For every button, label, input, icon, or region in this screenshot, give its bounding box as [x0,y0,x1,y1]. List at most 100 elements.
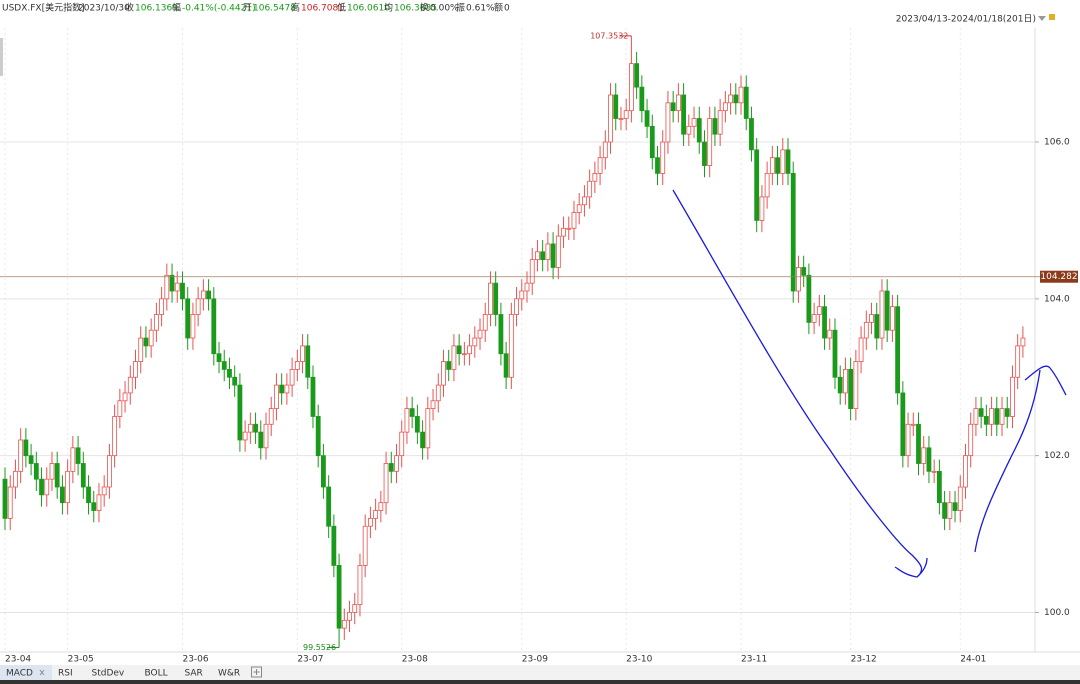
candle-body [122,392,128,402]
range-icon[interactable] [1049,14,1055,20]
tab[interactable]: RSI [58,669,73,679]
candle-body [545,243,551,261]
candle-body [634,63,640,88]
candle-layer [2,35,1026,648]
field-label: 高 [291,2,300,14]
candle-body [341,619,347,629]
field-label: 幅 [172,2,181,14]
candle-body [33,463,39,480]
candle-body [394,455,399,472]
tab-close[interactable] [39,669,45,676]
candle-body [931,470,937,473]
candle-body [451,345,457,370]
y-tick-label: 102.0 [1044,451,1070,461]
candle-body [86,486,91,504]
candle-body [65,470,71,504]
x-tick-label: 23-08 [402,655,428,665]
range-dropdown[interactable] [1038,16,1046,21]
candle-body [28,455,34,464]
candle-body [409,408,415,417]
candle-body [555,235,561,268]
candle-body [843,369,848,394]
candle-body [769,157,775,174]
candle-body [112,416,118,457]
scroll-handle [0,38,3,76]
add-tab-plus[interactable] [253,669,260,675]
candle-body [96,494,102,511]
candle-body [806,274,812,323]
grid-layer: 100.0 102.0 104.0 106.0 23-04 23-05 23-06 23-07… [0,28,1070,665]
candle-body [441,361,446,386]
x-tick-label: 23-09 [522,655,548,665]
candle-body [107,455,112,488]
candle-body [936,470,942,504]
candle-body [863,321,869,339]
candle-body [180,282,185,300]
candle-body [858,337,864,362]
field-label: 开 [243,3,252,14]
candle-body [185,298,191,339]
candle-body [629,63,634,112]
candle-body [153,314,159,331]
candle-body [101,486,107,496]
candle-body [796,267,801,292]
x-tick-label: 23-07 [297,655,323,665]
y-tick-label: 106.0 [1044,138,1070,148]
candle-body [174,282,180,292]
tab[interactable]: SAR [185,669,203,679]
candle-body [550,243,556,268]
tab[interactable]: MACD [6,669,33,679]
candle-body [482,314,488,331]
candle-body [80,463,86,488]
candle-body [874,314,880,339]
candle-body [947,502,953,519]
candle-body [347,612,352,621]
candle-body [247,423,253,433]
candle-body [540,251,546,261]
candle-body [801,267,807,276]
add-tab[interactable] [251,666,262,678]
candle-body [853,361,859,410]
candle-body [378,502,384,511]
candle-body [712,118,718,135]
tab[interactable]: BOLL [145,669,168,679]
candle-body [49,463,55,480]
candle-body [477,329,483,339]
candle-body [602,141,608,159]
candle-body [70,447,76,472]
tab-active [0,665,52,680]
candle-body [294,361,300,370]
candle-body [999,408,1005,425]
candle-body [289,369,295,386]
candle-body [691,118,697,127]
candle-body [190,314,196,339]
candle-body [305,345,311,378]
candle-body [279,384,285,394]
candle-body [216,353,222,362]
candle-body [253,423,258,433]
candle-body [435,384,441,402]
field-value: -0.41%(-0.4421) [182,4,256,14]
candle-body [206,290,211,300]
field-label: 收 [125,2,134,14]
crosshair-label: 104.282 [1040,272,1077,282]
candle-body [660,141,666,174]
field-value: 0 [504,4,510,14]
candle-body [994,408,1000,425]
candle-body [561,227,566,237]
tab[interactable]: StdDev [92,669,125,679]
candle-body [754,149,760,221]
field-label: 换 [420,2,429,14]
candle-body [488,282,493,315]
candle-body [268,408,274,425]
tab[interactable]: W&R [218,669,240,679]
candle-body [357,565,363,606]
candle-body [738,86,744,104]
candle-body [467,345,472,355]
candle-body [91,502,97,511]
tab-bar [0,665,1080,680]
candle-body [472,337,478,347]
candle-body [916,423,921,464]
